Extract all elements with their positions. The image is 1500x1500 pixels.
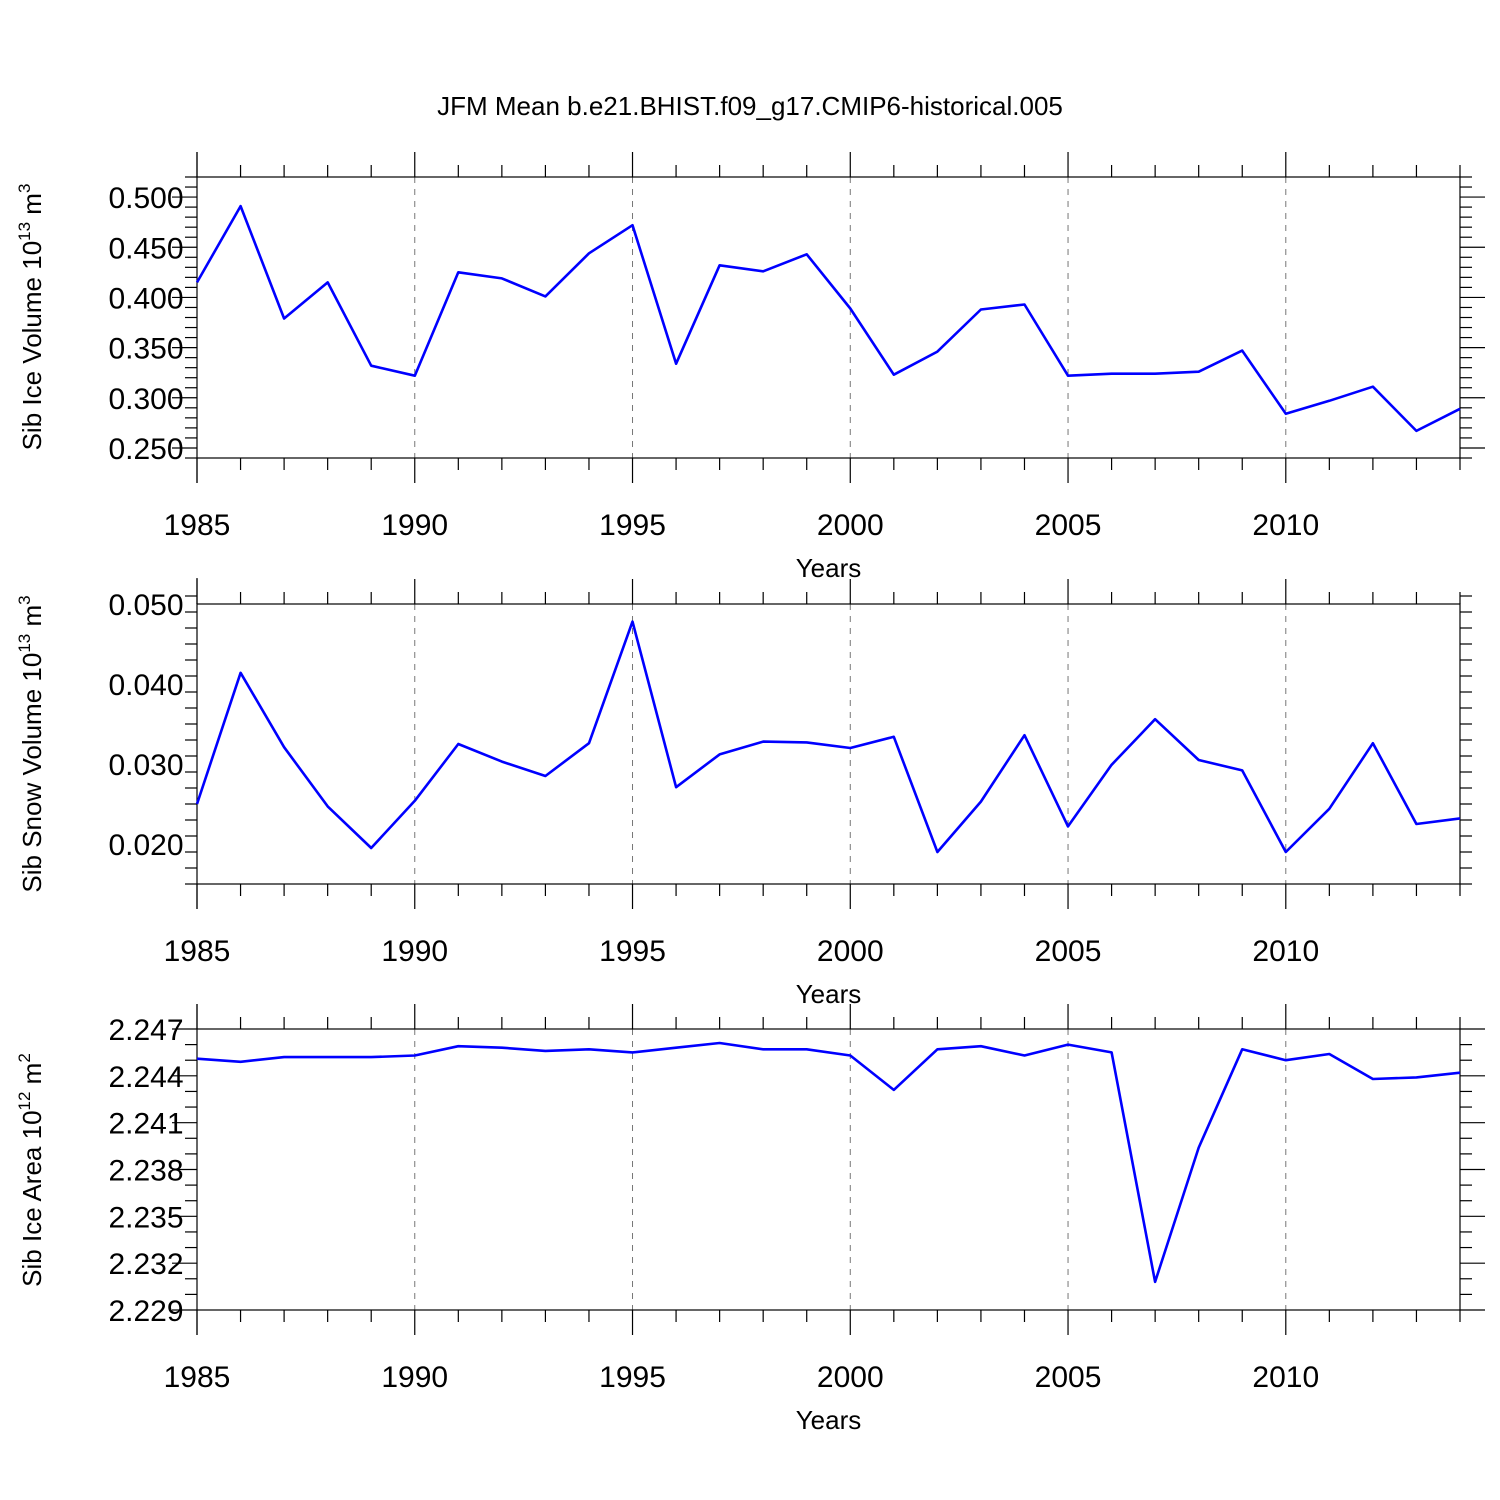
y-tick-label: 2.229: [108, 1295, 183, 1328]
y-tick-label: 2.235: [108, 1201, 183, 1234]
x-axis-title: Years: [796, 553, 862, 583]
x-tick-label: 2005: [1035, 1361, 1102, 1394]
panel-2: 0.020 0.030 0.040 0.050 1985 1990 1995 2000 2005…: [15, 578, 1472, 1009]
y-tick-label: 2.244: [108, 1061, 183, 1094]
y-axis-title-exponent: 13: [15, 634, 34, 653]
series-line: [195, 620, 1461, 854]
y-tick-label: 0.040: [108, 669, 183, 702]
series-line: [195, 204, 1461, 433]
y-axis-title-part: m: [17, 1063, 47, 1092]
y-tick-label: 2.241: [108, 1108, 183, 1141]
y-axis-title: Sib Ice Area 1012 m2: [15, 1053, 47, 1287]
y-axis-title-part: m: [17, 193, 47, 222]
y-axis-title-exponent: 2: [15, 1053, 34, 1062]
y-tick-label: 2.232: [108, 1248, 183, 1281]
y-tick-label: 0.400: [108, 282, 183, 315]
panel-3: 2.229 2.232 2.235 2.238 2.241 2.244 2.247 1985 1…: [15, 1004, 1485, 1435]
y-tick-label: 0.350: [108, 333, 183, 366]
chart-panels: 0.250 0.300 0.350 0.400 0.450 0.500 1985 1990 19…: [15, 152, 1485, 1435]
plot-frame: [196, 603, 1461, 885]
x-tick-label: 1995: [599, 935, 666, 968]
y-tick-label: 0.030: [108, 749, 183, 782]
y-axis-title-exponent: 3: [15, 184, 34, 193]
x-tick-label: 1995: [599, 509, 666, 542]
y-axis-title: Sib Snow Volume 1013 m3: [15, 595, 47, 892]
plot-frame: [196, 176, 1461, 459]
x-tick-label: 1985: [164, 509, 231, 542]
x-tick-label: 2005: [1035, 509, 1102, 542]
panel-1: 0.250 0.300 0.350 0.400 0.450 0.500 1985 1990 19…: [15, 152, 1485, 583]
chart-title: JFM Mean b.e21.BHIST.f09_g17.CMIP6-histo…: [437, 91, 1063, 121]
x-tick-label: 1985: [164, 1361, 231, 1394]
x-tick-label: 2005: [1035, 935, 1102, 968]
x-tick-label: 2010: [1252, 1361, 1319, 1394]
y-tick-label: 0.500: [108, 182, 183, 215]
x-tick-label: 1995: [599, 1361, 666, 1394]
x-tick-label: 1990: [381, 1361, 448, 1394]
y-axis-title: Sib Ice Volume 1013 m3: [15, 184, 47, 451]
y-axis-title-exponent: 13: [15, 222, 34, 241]
y-tick-label: 2.238: [108, 1155, 183, 1188]
y-axis-title-part: Sib Ice Area 10: [17, 1110, 47, 1286]
x-tick-label: 2000: [817, 935, 884, 968]
y-axis-title-exponent: 3: [15, 595, 34, 604]
y-tick-label: 0.020: [108, 829, 183, 862]
y-axis-title-part: m: [17, 605, 47, 634]
x-tick-label: 1990: [381, 509, 448, 542]
x-tick-label: 1985: [164, 935, 231, 968]
x-axis-title: Years: [796, 979, 862, 1009]
y-tick-label: 0.450: [108, 232, 183, 265]
y-axis-title-exponent: 12: [15, 1092, 34, 1111]
x-tick-label: 2010: [1252, 935, 1319, 968]
plot-frame: [196, 1028, 1461, 1311]
x-tick-label: 2010: [1252, 509, 1319, 542]
y-tick-label: 0.300: [108, 383, 183, 416]
y-tick-label: 0.050: [108, 589, 183, 622]
x-axis-title: Years: [796, 1405, 862, 1435]
series-line: [196, 1041, 1461, 1284]
x-tick-label: 2000: [817, 509, 884, 542]
x-tick-label: 2000: [817, 1361, 884, 1394]
y-tick-label: 0.250: [108, 433, 183, 466]
x-tick-label: 1990: [381, 935, 448, 968]
y-axis-title-part: Sib Snow Volume 10: [17, 653, 47, 893]
y-tick-label: 2.247: [108, 1014, 183, 1047]
y-axis-title-part: Sib Ice Volume 10: [17, 241, 47, 451]
